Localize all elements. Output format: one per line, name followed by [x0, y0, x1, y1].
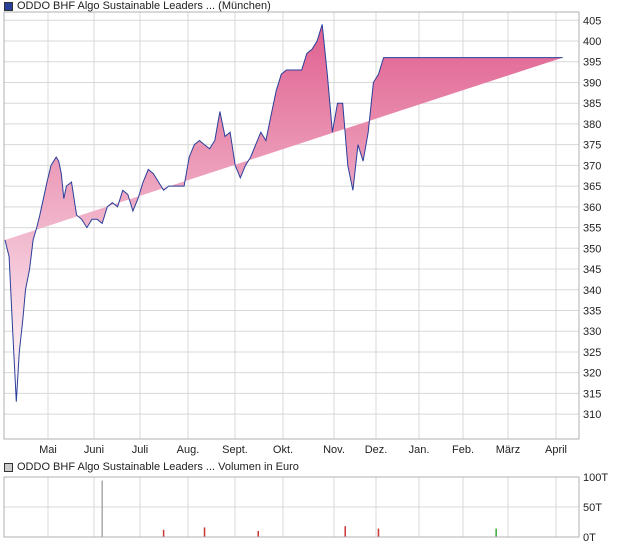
price-y-tick-label: 360	[583, 202, 601, 214]
volume-grid	[4, 476, 579, 538]
price-y-tick-label: 385	[583, 98, 601, 110]
price-y-tick-label: 310	[583, 409, 601, 421]
volume-legend-label: ODDO BHF Algo Sustainable Leaders ... Vo…	[17, 461, 299, 473]
volume-bars	[101, 480, 497, 537]
volume-y-tick-label: 100T	[583, 472, 608, 484]
price-y-tick-label: 395	[583, 57, 601, 69]
price-x-tick-label: April	[545, 444, 567, 456]
price-y-tick-label: 335	[583, 305, 601, 317]
price-y-tick-label: 350	[583, 243, 601, 255]
price-x-tick-label: Sept.	[222, 444, 248, 456]
price-x-tick-label: Jan.	[409, 444, 430, 456]
price-x-tick-label: Aug.	[177, 444, 200, 456]
price-y-tick-label: 405	[583, 15, 601, 27]
price-x-tick-label: Nov.	[323, 444, 345, 456]
price-x-tick-label: Feb.	[452, 444, 474, 456]
price-y-tick-label: 400	[583, 36, 601, 48]
price-y-tick-label: 340	[583, 285, 601, 297]
price-y-tick-label: 365	[583, 181, 601, 193]
price-y-tick-label: 320	[583, 368, 601, 380]
volume-legend: ODDO BHF Algo Sustainable Leaders ... Vo…	[4, 461, 299, 473]
volume-y-tick-label: 50T	[583, 502, 602, 514]
price-y-tick-label: 325	[583, 347, 601, 359]
price-legend-swatch	[4, 1, 13, 11]
price-y-tick-label: 330	[583, 326, 601, 338]
price-x-tick-label: März	[496, 444, 520, 456]
price-y-axis: 310 315 320 325 330 335 340 345 350 355 360 365 370 3…	[583, 15, 601, 421]
volume-bar	[257, 531, 259, 537]
price-area	[5, 24, 563, 402]
volume-bar	[203, 527, 206, 537]
price-y-tick-label: 315	[583, 388, 601, 400]
price-y-tick-label: 345	[583, 264, 601, 276]
price-y-tick-label: 355	[583, 223, 601, 235]
volume-bar	[344, 526, 346, 537]
volume-y-axis: 100T 50T 0T	[583, 472, 608, 544]
price-y-tick-label: 375	[583, 140, 601, 152]
volume-bar	[101, 480, 103, 537]
price-line	[4, 24, 563, 402]
volume-bar	[162, 529, 165, 537]
volume-bar	[377, 528, 380, 537]
price-x-axis: Mai Juni Juli Aug. Sept. Okt. Nov. Dez. Jan. Feb.…	[39, 444, 567, 456]
volume-legend-swatch	[4, 462, 13, 472]
price-y-tick-label: 390	[583, 77, 601, 89]
volume-y-tick-label: 0T	[583, 532, 596, 544]
price-x-tick-label: Mai	[39, 444, 57, 456]
price-x-tick-label: Okt.	[273, 444, 293, 456]
volume-plot-frame	[3, 476, 580, 538]
price-plot-frame	[3, 11, 580, 440]
price-y-tick-label: 370	[583, 160, 601, 172]
price-legend-label: ODDO BHF Algo Sustainable Leaders ... (M…	[17, 0, 271, 12]
price-x-tick-label: Dez.	[365, 444, 388, 456]
price-legend: ODDO BHF Algo Sustainable Leaders ... (M…	[4, 0, 271, 12]
price-y-tick-label: 380	[583, 119, 601, 131]
volume-bar	[495, 528, 497, 537]
price-x-tick-label: Juli	[132, 444, 149, 456]
price-x-tick-label: Juni	[84, 444, 104, 456]
